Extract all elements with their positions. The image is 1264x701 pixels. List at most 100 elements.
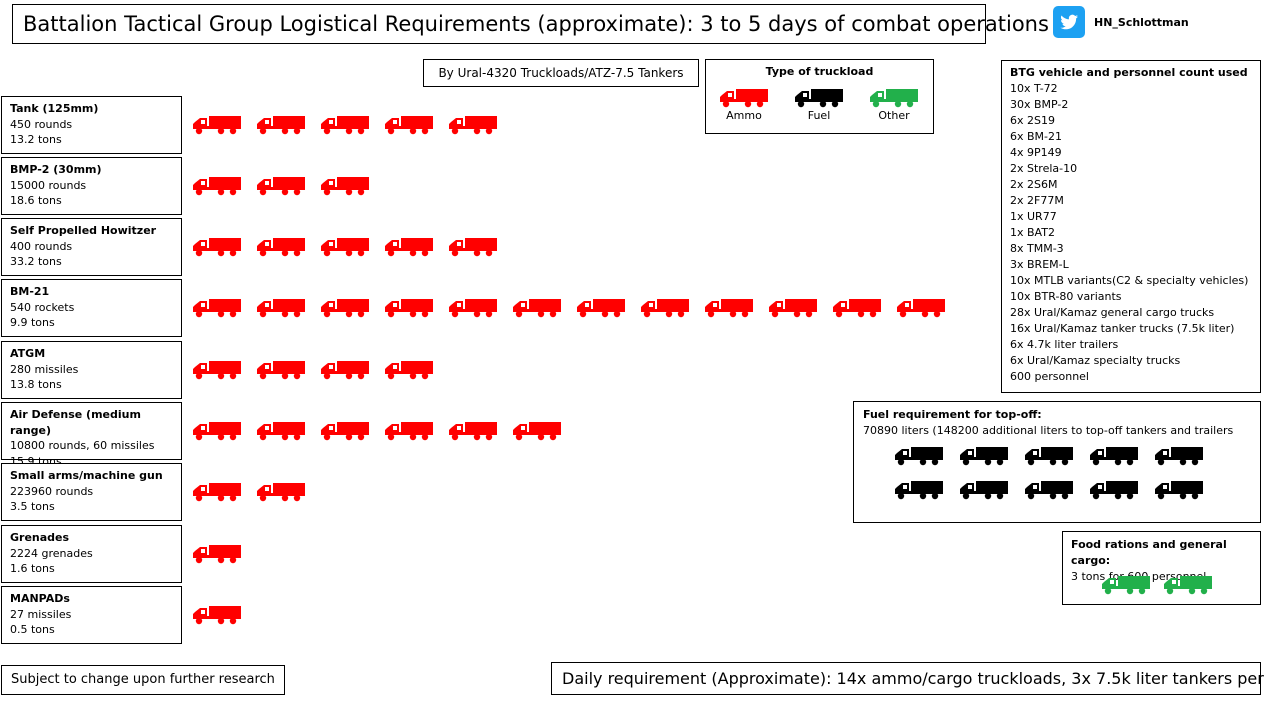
vehicle-count-item: 6x 4.7k liter trailers [1010,338,1119,351]
vehicle-count-item: 3x BREM-L [1010,258,1069,271]
vehicle-count-item: 1x UR77 [1010,210,1057,223]
ammo-truckload-group [192,176,370,200]
ammo-row-name: Air Defense (medium range) [10,408,141,437]
ammo-row-weight: 13.8 tons [10,378,62,391]
vehicle-count-list: 10x T-72 30x BMP-2 6x 2S19 6x BM-21 4x 9P149… [1010,81,1252,385]
ammo-row-quantity: 540 rockets [10,300,75,314]
fuel-truck-icon [1024,446,1074,466]
vehicle-count-item: 6x BM-21 [1010,130,1063,143]
ammo-truck-icon [384,360,434,384]
ammo-row-weight: 1.6 tons [10,562,55,575]
vehicle-count-item: 2x Strela-10 [1010,162,1078,175]
ammo-truck-icon [896,298,946,322]
fuel-truck-icon [894,480,944,500]
vehicle-count-item: 30x BMP-2 [1010,98,1069,111]
ammo-truck-icon [256,115,306,139]
ammo-truckload-group [192,482,306,506]
ammo-truck-icon [192,237,242,261]
ammo-truck-icon [320,176,370,200]
food-truck-group [1101,575,1213,595]
legend-label: Ammo [726,109,762,122]
ammo-row-name: MANPADs [10,592,70,605]
daily-requirement: Daily requirement (Approximate): 14x amm… [551,662,1264,695]
vehicle-count-item: 10x BTR-80 variants [1010,290,1122,303]
ammo-truck-icon [832,298,882,322]
legend: Type of truckload Ammo Fuel Other [705,59,934,134]
ammo-row-label: Grenades 2224 grenades 1.6 tons [1,525,182,583]
ammo-row-label: Self Propelled Howitzer 400 rounds 33.2 to… [1,218,182,276]
food-title: Food rations and general cargo: [1071,538,1227,567]
ammo-truck-icon [192,421,242,445]
ammo-truck-icon [384,298,434,322]
ammo-truck-icon [192,360,242,384]
ammo-row-weight: 18.6 tons [10,194,62,207]
vehicle-count-item: 1x BAT2 [1010,226,1055,239]
ammo-truck-icon [384,115,434,139]
legend-title: Type of truckload [765,65,874,78]
footer-note: Subject to change upon further research [1,665,285,695]
ammo-truck-icon [256,298,306,322]
ammo-row-label: BMP-2 (30mm) 15000 rounds 18.6 tons [1,157,182,215]
legend-item-fuel: Fuel [789,88,849,122]
ammo-row-name: Self Propelled Howitzer [10,224,157,237]
ammo-row-weight: 13.2 tons [10,133,62,146]
fuel-truck-icon [1154,446,1204,466]
ammo-truck-icon [704,298,754,322]
ammo-row-weight: 3.5 tons [10,500,55,513]
ammo-truck-icon [448,237,498,261]
ammo-truck-icon [448,421,498,445]
ammo-truck-icon [320,237,370,261]
legend-label: Fuel [807,109,831,122]
fuel-truck-icon [1089,446,1139,466]
fuel-truck-group [894,446,1204,500]
ammo-truck-icon [320,421,370,445]
ammo-truck-icon [512,298,562,322]
ammo-row-label: Small arms/machine gun 223960 rounds 3.5 t… [1,463,182,521]
vehicle-count-item: 16x Ural/Kamaz tanker trucks (7.5k liter… [1010,322,1235,335]
ammo-truck-icon [256,237,306,261]
ammo-row-quantity: 280 missiles [10,362,79,376]
truck-icon [869,88,919,108]
ammo-truck-icon [320,360,370,384]
ammo-truck-icon [192,298,242,322]
ammo-row-name: Grenades [10,531,70,544]
ammo-row-name: BMP-2 (30mm) [10,163,102,176]
vehicle-count-item: 28x Ural/Kamaz general cargo trucks [1010,306,1215,319]
ammo-truck-icon [576,298,626,322]
ammo-row-label: Tank (125mm) 450 rounds 13.2 tons [1,96,182,154]
vehicle-count-item: 10x T-72 [1010,82,1058,95]
fuel-truck-icon [1154,480,1204,500]
ammo-truckload-group [192,544,242,568]
twitter-handle[interactable]: HN_Schlottman [1094,16,1189,29]
vehicle-count-item: 4x 9P149 [1010,146,1062,159]
vehicle-count-item: 2x 2F77M [1010,194,1064,207]
ammo-truck-icon [256,482,306,506]
ammo-truck-icon [448,298,498,322]
ammo-row-name: ATGM [10,347,46,360]
ammo-truck-icon [640,298,690,322]
fuel-truck-icon [1024,480,1074,500]
ammo-truck-icon [192,544,242,568]
truck-icon [719,88,769,108]
ammo-truckload-group [192,360,434,384]
ammo-row-weight: 0.5 tons [10,623,55,636]
twitter-bird-icon[interactable] [1053,6,1085,38]
legend-label: Other [878,109,910,122]
ammo-row-quantity: 400 rounds [10,239,73,253]
ammo-truckload-group [192,237,498,261]
vehicle-count-panel: BTG vehicle and personnel count used 10x… [1001,60,1261,393]
ammo-row-quantity: 223960 rounds [10,484,94,498]
fuel-title: Fuel requirement for top-off: [863,408,1042,421]
page-title: Battalion Tactical Group Logistical Requ… [12,4,1049,44]
ammo-row-quantity: 450 rounds [10,117,73,131]
ammo-truckload-group [192,421,562,445]
cargo-truck-icon [1163,575,1213,595]
ammo-truck-icon [512,421,562,445]
ammo-truckload-group [192,298,946,322]
ammo-truck-icon [768,298,818,322]
vehicle-count-item: 600 personnel [1010,370,1089,383]
ammo-truckload-group [192,605,242,629]
ammo-row-quantity: 2224 grenades [10,546,93,560]
fuel-truck-icon [1089,480,1139,500]
ammo-row-label: BM-21 540 rockets 9.9 tons [1,279,182,337]
